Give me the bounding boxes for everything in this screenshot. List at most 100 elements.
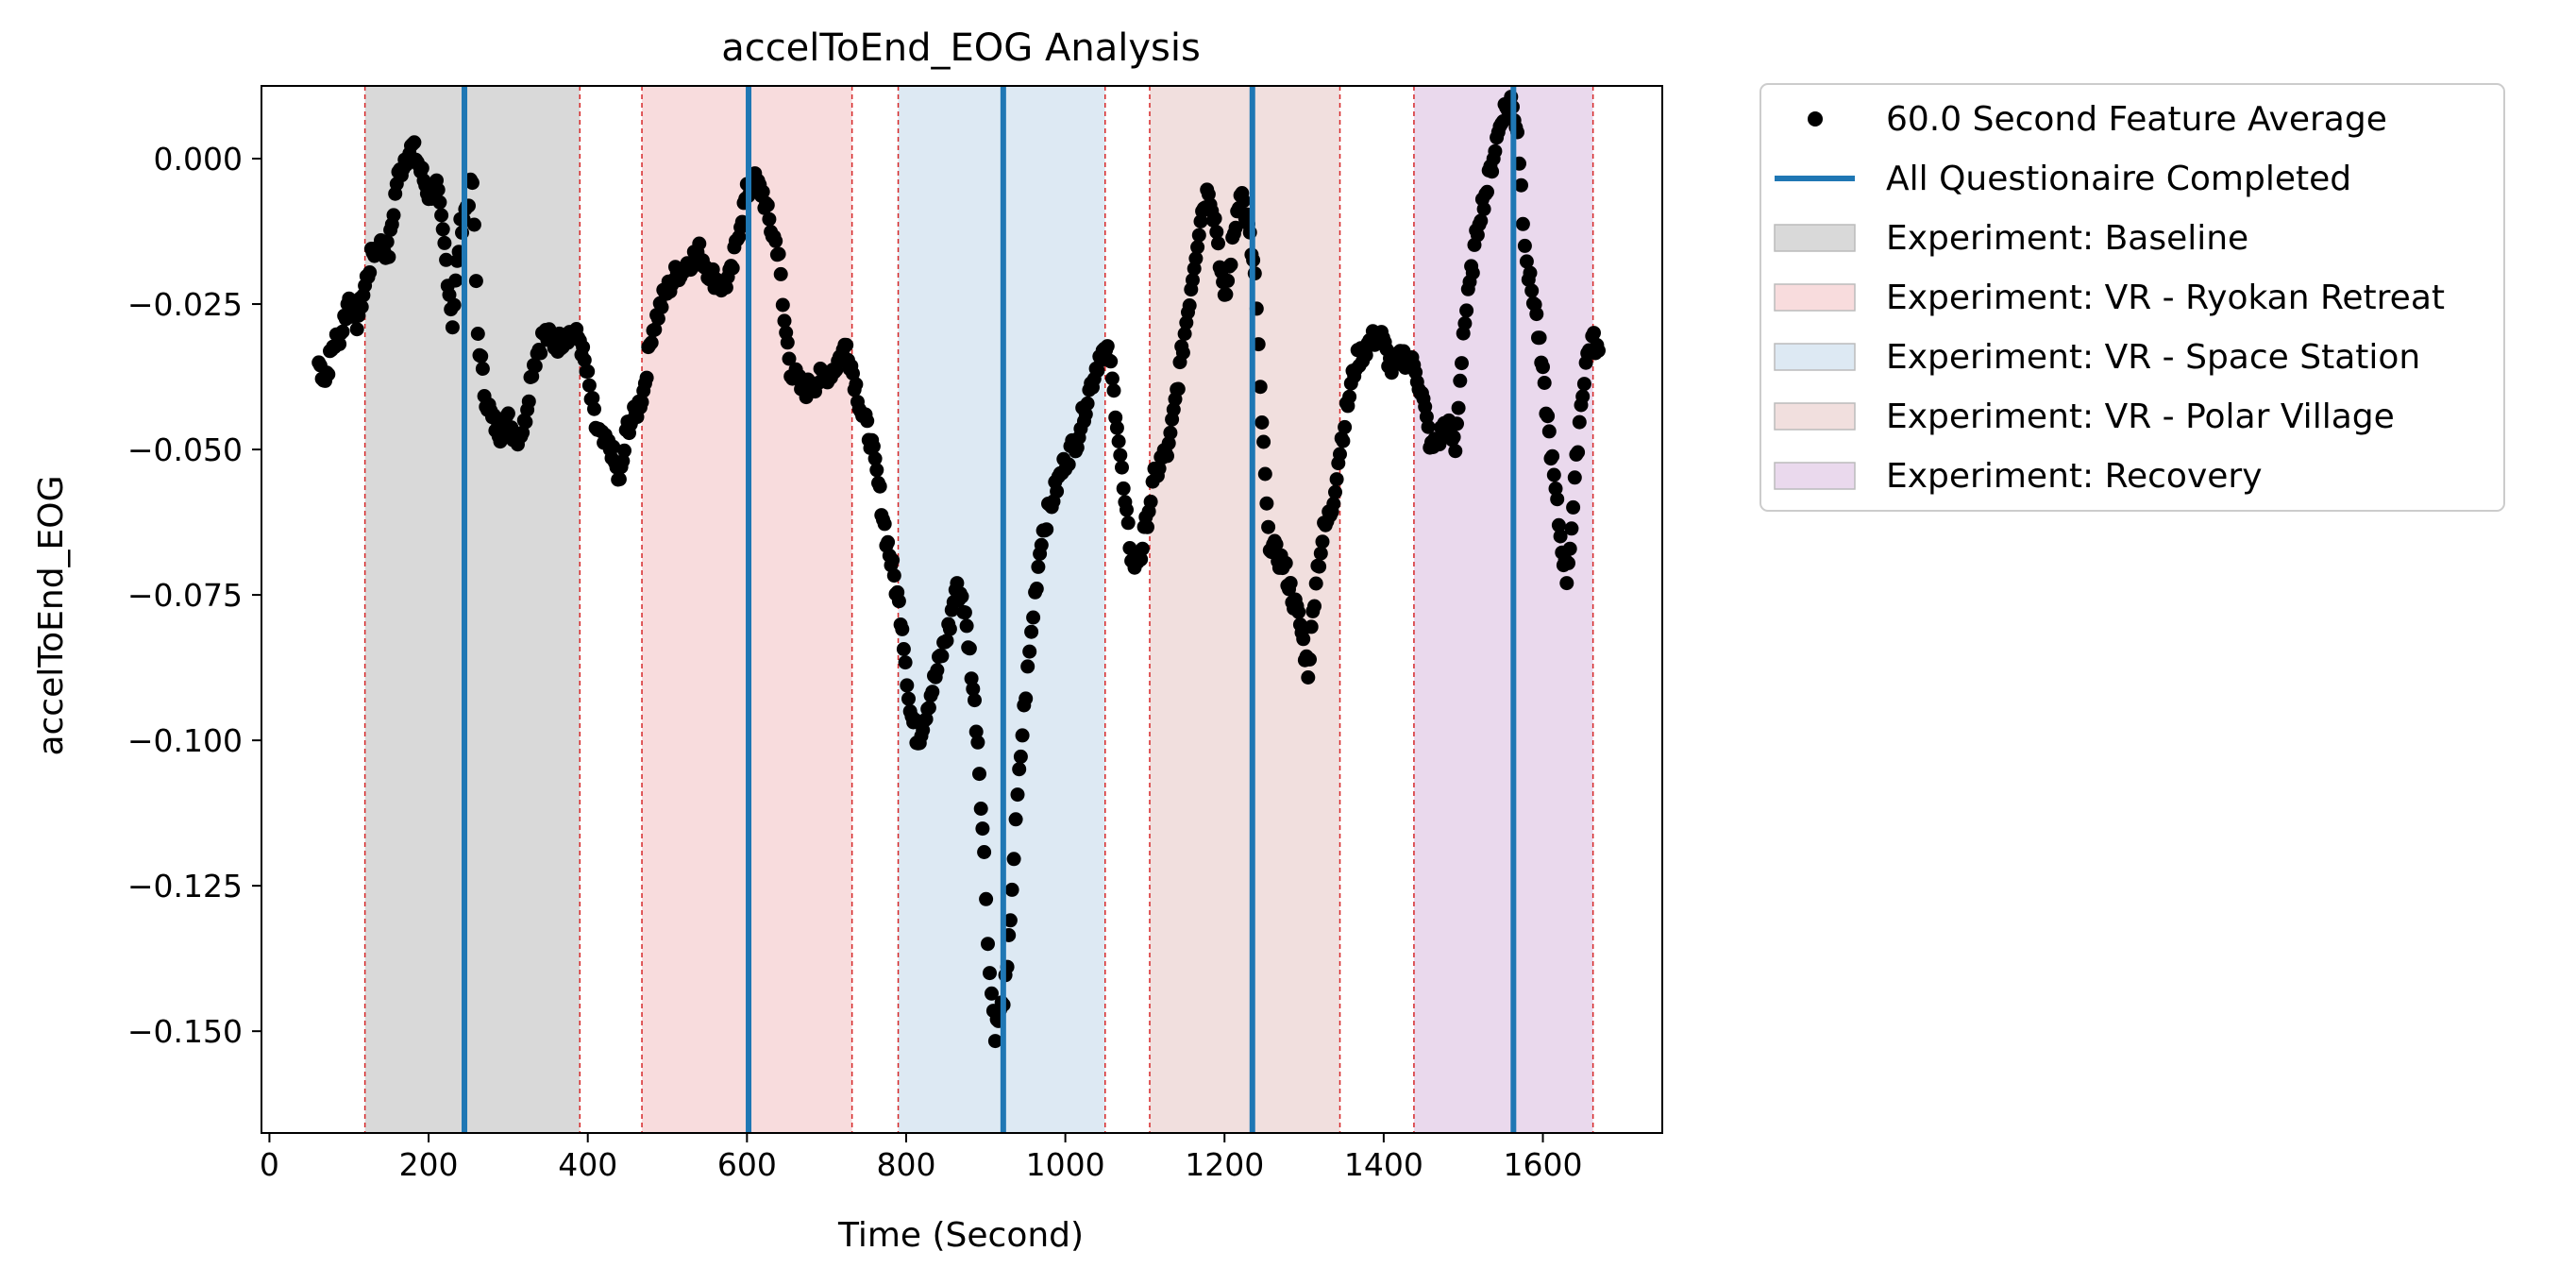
data-point [335,324,350,339]
data-point [1291,604,1306,619]
data-point [725,261,740,276]
data-point [1562,541,1577,556]
data-point [970,735,985,750]
data-point [1140,519,1154,534]
data-point [634,395,649,410]
data-point [1031,559,1046,574]
data-point [985,986,999,1001]
data-point [1135,541,1150,556]
data-point [777,313,792,329]
data-point [1312,559,1327,574]
data-point [966,682,981,697]
data-point [1548,482,1563,496]
data-point [1336,433,1351,448]
data-point [1039,522,1054,537]
data-point [881,534,896,550]
data-point [1342,389,1357,404]
data-point [439,252,454,267]
data-point [407,135,422,150]
data-point [1470,228,1485,243]
data-point [898,655,913,670]
data-point [1546,467,1561,482]
data-point [869,463,884,478]
legend-label: Experiment: VR - Space Station [1886,338,2420,377]
data-point [762,211,777,227]
data-point [1308,576,1323,591]
data-point [1160,448,1174,464]
data-point [1020,659,1035,674]
data-point [1034,537,1049,552]
data-point [1179,315,1194,330]
span-0 [364,86,581,1133]
data-point [475,362,490,376]
data-point [437,235,452,250]
data-point [1019,691,1034,706]
data-point [1026,610,1041,625]
legend-label: All Questionaire Completed [1886,160,2351,198]
y-tick-label: 0.000 [154,141,243,178]
data-point [983,966,997,981]
data-point [942,621,957,636]
data-point [430,182,446,197]
data-point [846,366,860,381]
data-point [1457,316,1473,330]
data-point [1120,516,1136,531]
data-point [1338,419,1353,434]
data-point [576,340,591,355]
data-point [1219,287,1234,302]
data-point [1120,502,1134,517]
legend: 60.0 Second Feature Average All Questiona… [1759,83,2505,512]
y-tick-label: −0.075 [127,577,243,614]
data-point [1029,582,1044,596]
data-point [1459,303,1474,318]
data-point [886,568,901,583]
data-point [617,443,631,458]
data-point [755,184,770,199]
data-point [968,693,982,708]
data-point [1188,251,1204,266]
data-point [1104,371,1120,386]
legend-label: 60.0 Second Feature Average [1886,100,2387,139]
data-point [528,359,543,374]
data-point [968,724,984,739]
data-point [1253,380,1268,395]
data-point [500,406,515,421]
data-point [585,391,600,406]
data-point [321,366,336,381]
data-point [900,678,915,693]
data-point [1315,534,1330,550]
data-point [981,937,995,952]
data-point [1257,466,1272,482]
data-point [1536,360,1550,375]
data-point [644,335,659,350]
data-point [1022,644,1037,659]
data-point [959,618,974,634]
data-point [354,299,369,314]
data-point [1450,416,1464,431]
data-point [1143,494,1158,509]
x-tick-label: 400 [558,1146,617,1183]
data-point [1116,481,1131,496]
data-point [979,891,994,906]
x-tick-label: 1600 [1504,1146,1583,1183]
data-point [1256,434,1271,449]
data-point [718,280,733,295]
data-point [964,671,979,686]
data-point [1190,240,1205,255]
axes: 0 200 400 600 800 1000 1200 1400 1600 0.000 −0.025… [127,85,1663,1183]
x-tick-label: 600 [717,1146,777,1183]
data-point [1384,365,1399,380]
data-point [1541,409,1556,424]
data-point [1328,484,1342,499]
data-point [1495,114,1510,128]
plot-area [311,86,1606,1133]
data-point [977,845,992,859]
data-point [1296,632,1311,647]
y-tick-label: −0.050 [127,431,243,468]
data-point [1551,517,1566,533]
legend-label: Experiment: VR - Polar Village [1886,397,2395,436]
data-point [1559,576,1574,591]
data-point [445,320,460,335]
data-point [1254,415,1270,430]
y-tick-label: −0.150 [127,1013,243,1050]
